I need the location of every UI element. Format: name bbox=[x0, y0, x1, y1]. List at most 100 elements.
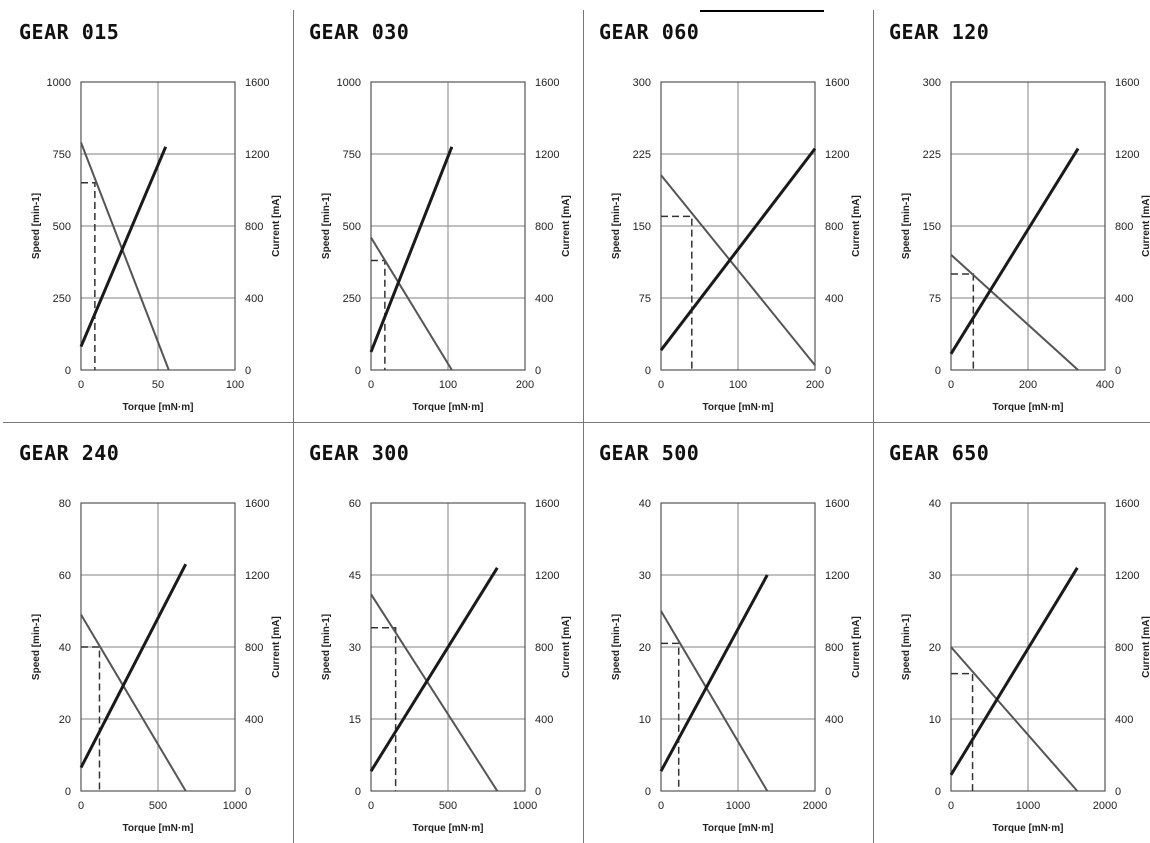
y2-tick-label: 400 bbox=[245, 714, 263, 726]
rated-point-guide bbox=[81, 182, 96, 370]
x-tick-label: 2000 bbox=[1093, 800, 1117, 812]
chart-svg: 0 250 500 750 1000 0 400 800 1200 1600 0 100 200 Torq… bbox=[321, 77, 572, 413]
y-axis-label: Speed [min-1] bbox=[901, 193, 912, 259]
y2-tick-label: 1600 bbox=[825, 77, 849, 89]
chart-grid: GEAR 015 0 250 500 750 1000 0 400 800 1200 1600 0 50… bbox=[3, 10, 1150, 843]
y2-tick-label: 1200 bbox=[245, 570, 269, 582]
y2-axis-label: Current [mA] bbox=[851, 616, 862, 678]
chart-svg: 0 15 30 45 60 0 400 800 1200 1600 0 500 1000 Torque [… bbox=[321, 498, 572, 834]
current-series-line bbox=[659, 574, 769, 772]
y-tick-label: 500 bbox=[343, 221, 361, 233]
chart-title: GEAR 120 bbox=[889, 20, 990, 44]
rated-point-guide bbox=[661, 215, 693, 370]
y-tick-label: 45 bbox=[349, 570, 361, 582]
x-axis-label: Torque [mN·m] bbox=[993, 823, 1064, 834]
current-series-line bbox=[79, 146, 168, 348]
chart-title: GEAR 060 bbox=[599, 20, 700, 44]
y2-tick-label: 1600 bbox=[245, 498, 269, 510]
x-tick-label: 500 bbox=[439, 800, 457, 812]
x-tick-label: 400 bbox=[1096, 379, 1114, 391]
y2-tick-label: 1600 bbox=[1115, 77, 1139, 89]
speed-series-line bbox=[80, 614, 187, 792]
chart-title: GEAR 015 bbox=[19, 20, 120, 44]
x-tick-label: 0 bbox=[948, 800, 954, 812]
y-axis-label: Speed [min-1] bbox=[321, 193, 332, 259]
chart-panel: GEAR 120 0 75 150 225 300 0 400 800 1200 1600 0 200 4… bbox=[873, 10, 1150, 422]
y-axis-label: Speed [min-1] bbox=[31, 614, 42, 680]
x-axis-label: Torque [mN·m] bbox=[703, 823, 774, 834]
x-axis-label: Torque [mN·m] bbox=[413, 823, 484, 834]
y-tick-label: 30 bbox=[929, 570, 941, 582]
y2-tick-label: 400 bbox=[535, 714, 553, 726]
y-tick-label: 40 bbox=[929, 498, 941, 510]
y2-tick-label: 800 bbox=[245, 642, 263, 654]
y-tick-label: 75 bbox=[639, 293, 651, 305]
y2-tick-label: 0 bbox=[245, 365, 251, 377]
y-tick-label: 20 bbox=[929, 642, 941, 654]
speed-series-line bbox=[370, 593, 499, 792]
y-tick-label: 15 bbox=[349, 714, 361, 726]
x-axis-label: Torque [mN·m] bbox=[413, 402, 484, 413]
y2-tick-label: 1200 bbox=[1115, 570, 1139, 582]
y-tick-label: 40 bbox=[59, 642, 71, 654]
x-tick-label: 100 bbox=[226, 379, 244, 391]
y-tick-label: 0 bbox=[935, 786, 941, 798]
y-tick-label: 250 bbox=[53, 293, 71, 305]
y2-tick-label: 1200 bbox=[245, 149, 269, 161]
speed-series-line bbox=[370, 236, 453, 371]
rated-point-guide bbox=[371, 259, 386, 370]
y2-tick-label: 0 bbox=[1115, 786, 1121, 798]
y-axis-label: Speed [min-1] bbox=[321, 614, 332, 680]
y-tick-label: 20 bbox=[639, 642, 651, 654]
y2-tick-label: 1200 bbox=[825, 149, 849, 161]
speed-series-line bbox=[80, 142, 170, 371]
y2-tick-label: 1600 bbox=[825, 498, 849, 510]
y-tick-label: 750 bbox=[343, 149, 361, 161]
x-tick-label: 0 bbox=[368, 800, 374, 812]
x-tick-label: 0 bbox=[658, 800, 664, 812]
y-tick-label: 0 bbox=[355, 365, 361, 377]
y-tick-label: 300 bbox=[633, 77, 651, 89]
chart-title: GEAR 500 bbox=[599, 441, 700, 465]
top-tab-underline bbox=[700, 0, 824, 12]
column-divider bbox=[873, 10, 874, 843]
plot-frame bbox=[370, 81, 526, 371]
x-axis-label: Torque [mN·m] bbox=[123, 823, 194, 834]
y-tick-label: 20 bbox=[59, 714, 71, 726]
y-tick-label: 10 bbox=[929, 714, 941, 726]
chart-title: GEAR 300 bbox=[309, 441, 410, 465]
speed-series-line bbox=[660, 174, 816, 366]
y2-tick-label: 1600 bbox=[1115, 498, 1139, 510]
current-series-line bbox=[79, 563, 188, 769]
y2-tick-label: 800 bbox=[535, 221, 553, 233]
rated-point-guide bbox=[81, 646, 101, 791]
y-tick-label: 1000 bbox=[337, 77, 361, 89]
y2-axis-label: Current [mA] bbox=[1141, 195, 1150, 257]
x-tick-label: 1000 bbox=[223, 800, 247, 812]
y2-tick-label: 800 bbox=[1115, 221, 1133, 233]
rated-point-guide bbox=[951, 672, 974, 791]
y2-tick-label: 400 bbox=[245, 293, 263, 305]
x-axis-label: Torque [mN·m] bbox=[993, 402, 1064, 413]
rated-point-guide bbox=[371, 627, 397, 791]
plot-frame bbox=[660, 502, 816, 792]
x-tick-label: 0 bbox=[948, 379, 954, 391]
chart-title: GEAR 030 bbox=[309, 20, 410, 44]
y-axis-label: Speed [min-1] bbox=[611, 614, 622, 680]
y-tick-label: 0 bbox=[645, 786, 651, 798]
y-tick-label: 225 bbox=[633, 149, 651, 161]
y2-tick-label: 1200 bbox=[825, 570, 849, 582]
y2-axis-label: Current [mA] bbox=[1141, 616, 1150, 678]
y2-tick-label: 800 bbox=[535, 642, 553, 654]
y-axis-label: Speed [min-1] bbox=[31, 193, 42, 259]
chart-panel: GEAR 650 0 10 20 30 40 0 400 800 1200 1600 0 1000 200… bbox=[873, 431, 1150, 843]
x-tick-label: 2000 bbox=[803, 800, 827, 812]
y2-tick-label: 400 bbox=[1115, 293, 1133, 305]
y2-tick-label: 800 bbox=[245, 221, 263, 233]
x-tick-label: 0 bbox=[658, 379, 664, 391]
y2-tick-label: 1600 bbox=[245, 77, 269, 89]
chart-title: GEAR 650 bbox=[889, 441, 990, 465]
y2-axis-label: Current [mA] bbox=[271, 616, 282, 678]
column-divider bbox=[583, 10, 584, 843]
